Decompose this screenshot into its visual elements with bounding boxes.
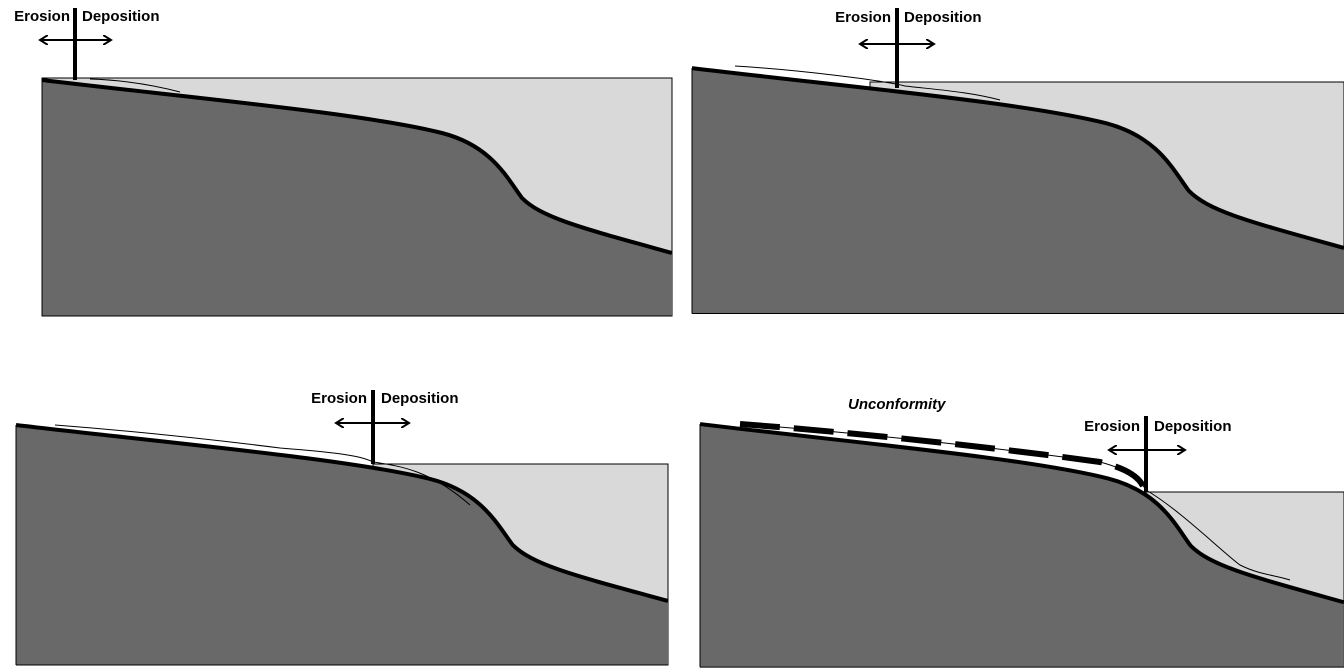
erosion-label: Erosion [1084,418,1140,435]
deposition-label: Deposition [1154,418,1232,435]
panel: Erosion Deposition Unconformity [700,396,1344,667]
deposition-label: Deposition [904,9,982,26]
deposition-label: Deposition [82,8,160,25]
deposition-label: Deposition [381,390,459,407]
erosion-label: Erosion [835,9,891,26]
erosion-label: Erosion [14,8,70,25]
erosion-label: Erosion [311,390,367,407]
diagram: Erosion Deposition Erosion Deposition Er… [0,0,1344,669]
panel: Erosion Deposition [692,8,1344,314]
panel: Erosion Deposition [16,390,668,665]
panel: Erosion Deposition [14,8,672,316]
unconformity-label: Unconformity [848,396,946,413]
